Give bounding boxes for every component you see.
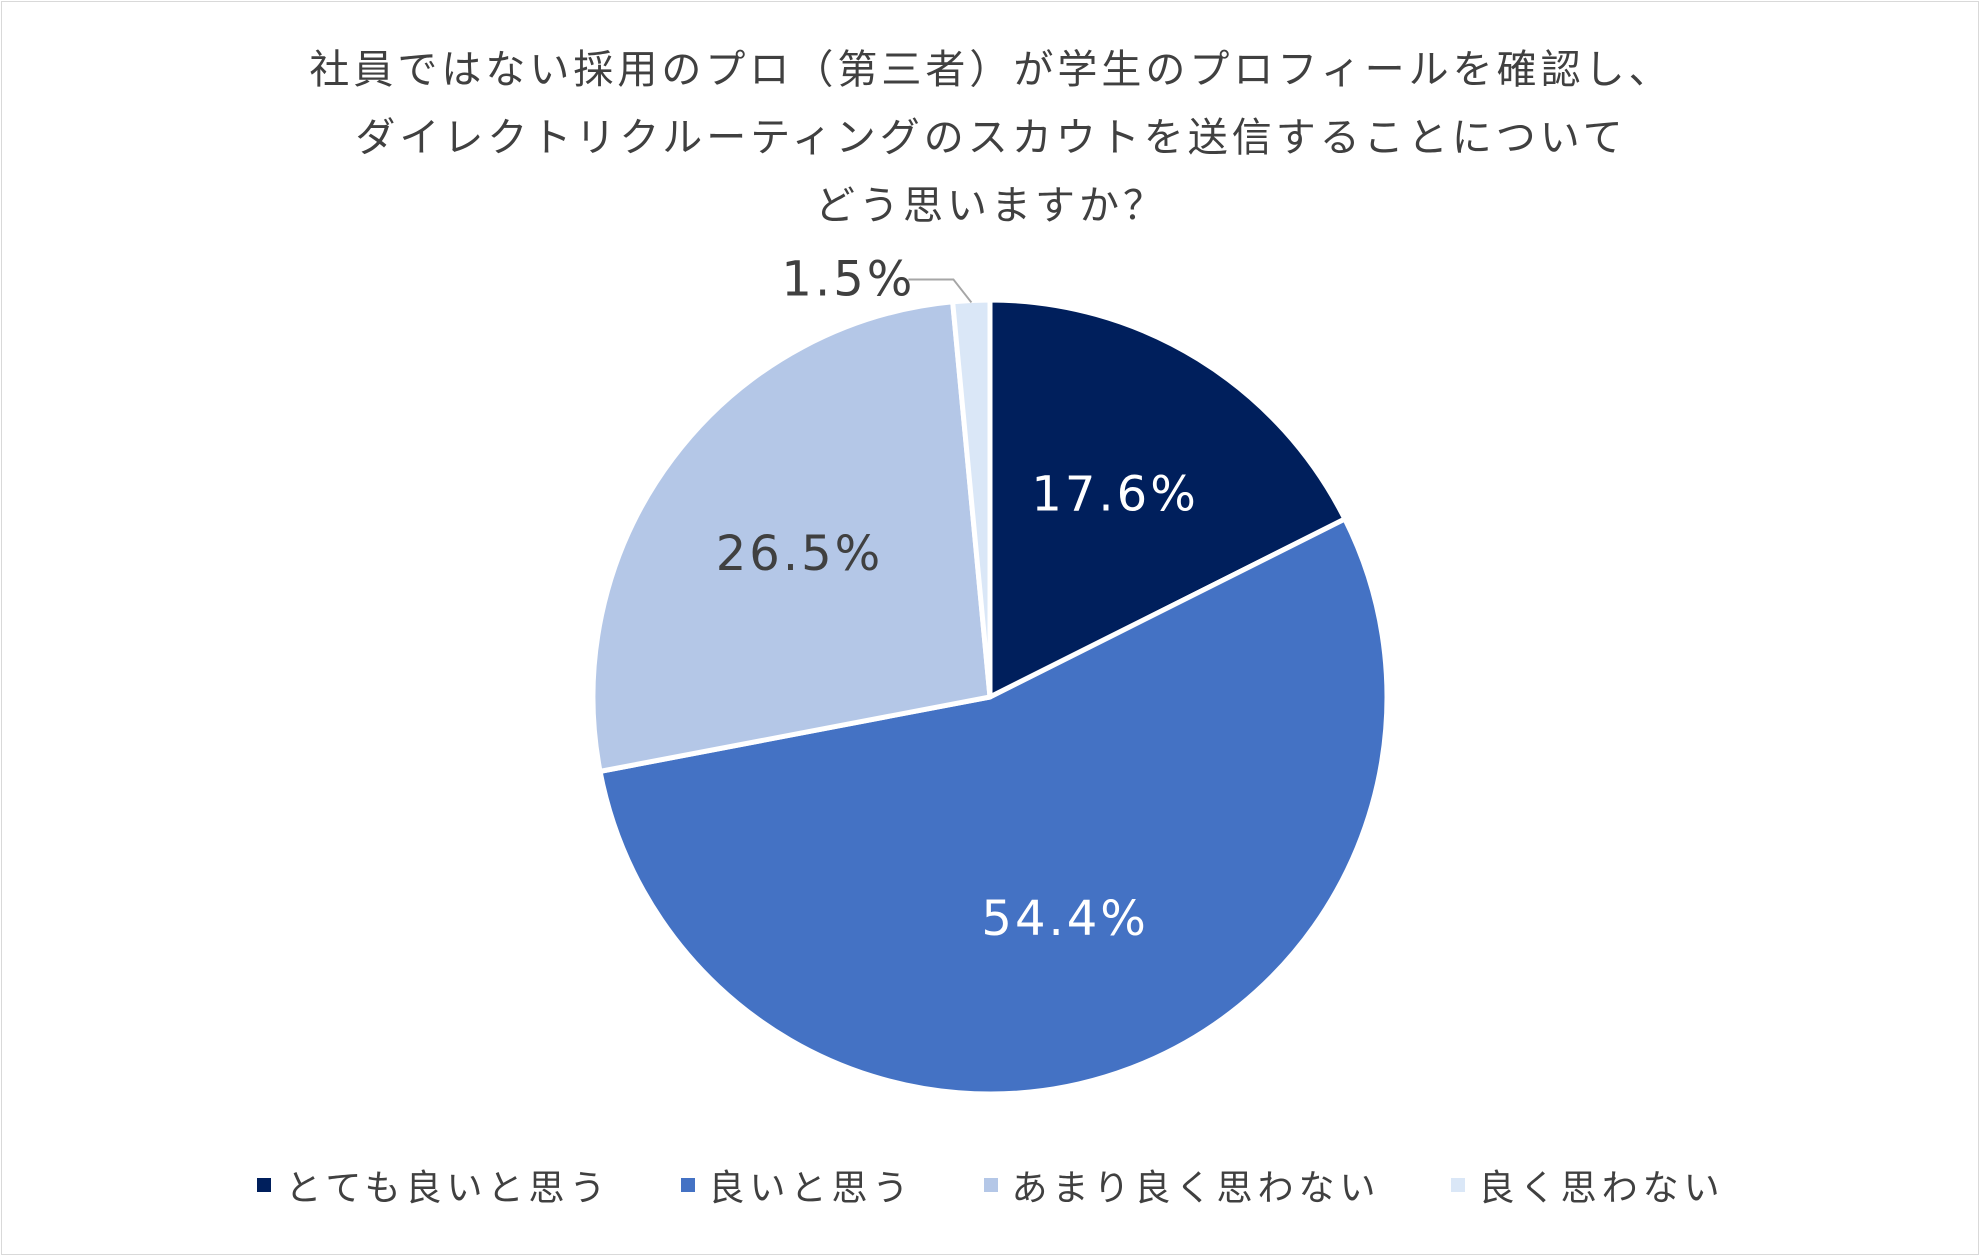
legend-label-good: 良いと思う (708, 1168, 914, 1209)
chart-title: 社員ではない採用のプロ（第三者）が学生のプロフィールを確認し、 ダイレクトリクル… (0, 36, 1982, 240)
legend-label-very-good: とても良いと思う (285, 1168, 611, 1209)
chart-title-line-1: 社員ではない採用のプロ（第三者）が学生のプロフィールを確認し、 (309, 47, 1673, 93)
chart-title-line-2: ダイレクトリクルーティングのスカウトを送信することについて (355, 115, 1627, 161)
legend-item-very-good: とても良いと思う (257, 1159, 610, 1211)
chart-title-line-3: どう思いますか？ (815, 183, 1167, 229)
pie-slice-very-good (987, 297, 1348, 700)
legend-item-not-so-good: あまり良く思わない (983, 1159, 1381, 1211)
legend-label-not-good: 良く思わない (1478, 1168, 1725, 1209)
legend-swatch-very-good (257, 1178, 272, 1192)
data-label-very-good: 17.6% (1031, 466, 1198, 522)
data-label-good: 54.4% (981, 891, 1148, 947)
legend-swatch-not-good (1450, 1178, 1465, 1192)
legend-item-good: 良いと思う (680, 1159, 914, 1211)
data-label-not-so-good: 26.5% (716, 526, 883, 582)
pie-slice-not-so-good (590, 299, 993, 774)
legend: とても良いと思う 良いと思う あまり良く思わない 良く思わない (0, 1160, 1982, 1210)
leader-line-not-good (908, 278, 973, 304)
legend-label-not-so-good: あまり良く思わない (1011, 1168, 1381, 1209)
legend-swatch-not-so-good (983, 1178, 998, 1192)
pie-slice-good (597, 516, 1390, 1097)
legend-swatch-good (680, 1178, 695, 1192)
legend-item-not-good: 良く思わない (1450, 1159, 1725, 1211)
pie-slice-not-good (950, 297, 993, 700)
data-label-not-good: 1.5% (781, 251, 915, 307)
